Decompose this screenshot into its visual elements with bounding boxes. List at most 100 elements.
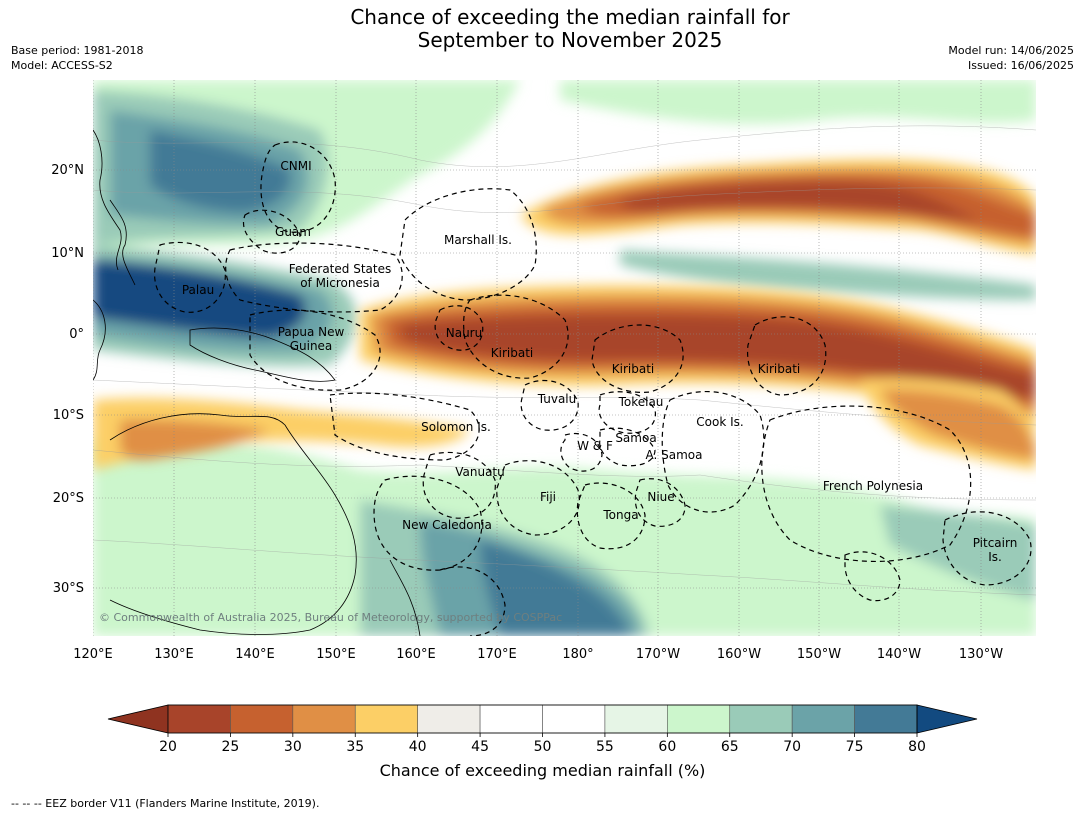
colorbar-tick-label: 25: [222, 739, 240, 755]
eez-pitcairn: [942, 511, 1032, 586]
colorbar-segment: [791, 704, 855, 734]
metadata-right: Model run: 14/06/2025 Issued: 16/06/2025: [948, 43, 1074, 73]
eez-french-polynesia: [761, 405, 972, 562]
longitude-label: 160°E: [396, 647, 436, 662]
longitude-label: 170°E: [477, 647, 517, 662]
map-figure: © Commonwealth of Australia 2025, Bureau…: [51, 80, 1036, 755]
coast-australia: [109, 413, 357, 635]
coast-new-zealand: [389, 559, 421, 636]
latitude-labels: 20°N 10°N 0° 10°S 20°S 30°S: [51, 163, 84, 596]
longitude-label: 130°E: [154, 647, 194, 662]
place-label: A. Samoa: [646, 448, 703, 462]
place-label: French Polynesia: [823, 479, 923, 493]
colorbar-low-extend: [107, 704, 169, 734]
eez-png: [249, 309, 381, 391]
rainfall-map-area: © Commonwealth of Australia 2025, Bureau…: [93, 80, 1036, 636]
eez-marshall: [399, 188, 537, 301]
eez-tokelau: [598, 391, 656, 434]
colorbar-segment: [479, 704, 543, 734]
colorbar-segment: [167, 704, 231, 734]
eez-tonga: [576, 482, 646, 550]
eez-borders: [153, 141, 1032, 636]
latitude-label: 10°N: [51, 246, 84, 261]
place-label: Cook Is.: [696, 415, 743, 429]
coast-philippines: [109, 199, 136, 286]
colorbar-segment: [667, 704, 731, 734]
place-label: Solomon Is.: [421, 420, 491, 434]
place-label: Tokelau: [618, 395, 664, 409]
latitude-label: 10°S: [53, 408, 84, 423]
place-label: Kiribati: [491, 346, 533, 360]
colorbar-tick-label: 20: [159, 739, 177, 755]
place-label: CNMI: [280, 159, 311, 173]
longitude-label: 140°E: [235, 647, 275, 662]
colorbar-tick-label: 35: [346, 739, 364, 755]
longitude-label: 170°W: [636, 647, 680, 662]
latitude-label: 30°S: [53, 581, 84, 596]
colorbar-segment: [230, 704, 294, 734]
eez-kermadec: [439, 566, 506, 636]
colorbar-tick-label: 50: [534, 739, 552, 755]
place-label: Fiji: [540, 490, 556, 504]
place-label: Tuvalu: [537, 392, 577, 406]
coastlines: [93, 129, 421, 636]
colorbar-high-extend: [916, 704, 978, 734]
coast-asia: [93, 129, 122, 271]
place-label: Vanuatu: [455, 465, 505, 479]
eez-samoa: [599, 427, 656, 467]
eez-cook: [661, 390, 765, 513]
colorbar-tick-label: 40: [409, 739, 427, 755]
dry-anomaly-bands: [93, 159, 1036, 470]
metadata-left: Base period: 1981-2018 Model: ACCESS-S2: [11, 43, 143, 73]
eez-nauru: [434, 305, 484, 351]
place-label: Niue: [647, 490, 674, 504]
colorbar-ticks: 20 25 30 35 40 45 50 55 60 65 70 75 80: [159, 733, 926, 755]
colorbar-tick-label: 80: [908, 739, 926, 755]
colorbar-tick-label: 75: [846, 739, 864, 755]
place-label: Kiribati: [612, 362, 654, 376]
longitude-label: 180°: [562, 647, 593, 662]
colorbar-tick-label: 45: [471, 739, 489, 755]
longitude-label: 160°W: [717, 647, 761, 662]
base-period: Base period: 1981-2018: [11, 44, 144, 57]
title-line-1: Chance of exceeding the median rainfall …: [350, 5, 790, 29]
place-label: New Caledonia: [402, 518, 492, 532]
colorbar-tick-label: 60: [658, 739, 676, 755]
model-run: Model run: 14/06/2025: [948, 44, 1074, 57]
eez-niue: [634, 478, 686, 527]
colorbar-tick-label: 70: [783, 739, 801, 755]
eez-cnmi: [260, 141, 336, 233]
colorbar-segment: [292, 704, 356, 734]
place-label: Samoa: [615, 431, 656, 445]
place-label: Palau: [182, 283, 214, 297]
latitude-label: 20°S: [53, 491, 84, 506]
footnote: -- -- -- EEZ border V11 (Flanders Marine…: [11, 797, 320, 810]
place-label: Marshall Is.: [444, 233, 512, 247]
colorbar-segment: [604, 704, 668, 734]
colorbar-segment: [417, 704, 481, 734]
colorbar-segment: [542, 704, 606, 734]
coast-borneo: [93, 299, 106, 381]
place-label: Federated States of Micronesia: [289, 262, 391, 290]
colorbar-segment: [854, 704, 918, 734]
coast-new-guinea: [189, 327, 336, 382]
colorbar-segment: [354, 704, 418, 734]
colorbar: [107, 704, 978, 734]
longitude-label: 130°W: [959, 647, 1003, 662]
colorbar-tick-label: 65: [721, 739, 739, 755]
map-title: Chance of exceeding the median rainfall …: [0, 6, 1085, 52]
longitude-label: 150°W: [797, 647, 841, 662]
place-label: Guam: [275, 225, 311, 239]
colorbar-tick-label: 55: [596, 739, 614, 755]
model-name: Model: ACCESS-S2: [11, 59, 113, 72]
eez-east-ext: [844, 551, 901, 602]
place-label: Papua New Guinea: [278, 325, 345, 353]
graticule: [93, 80, 1036, 636]
eez-fiji: [496, 460, 580, 536]
place-label: W & F: [577, 439, 613, 453]
colorbar-tick-label: 30: [284, 739, 302, 755]
eez-guam: [242, 209, 301, 254]
eez-solomon: [329, 392, 480, 461]
place-label: Nauru: [446, 326, 482, 340]
longitude-label: 140°W: [877, 647, 921, 662]
